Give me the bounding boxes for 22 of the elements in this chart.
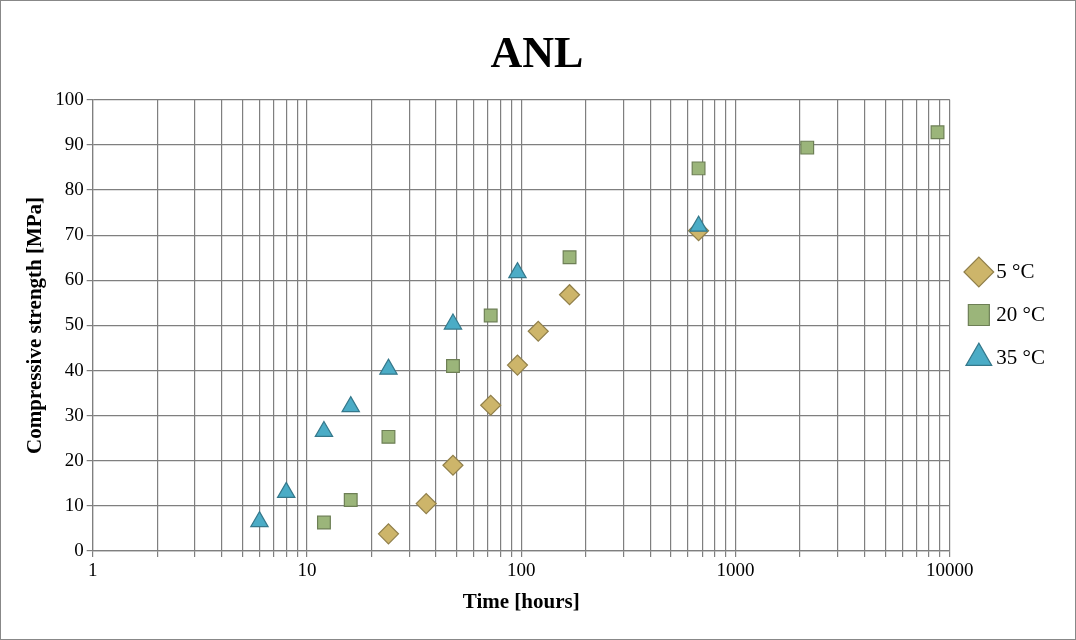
y-tick-label: 90	[64, 132, 84, 154]
y-tick-label: 30	[64, 403, 84, 425]
x-tick-label: 100	[507, 559, 536, 581]
y-axis-title: Compressive strength [MPa]	[22, 196, 47, 454]
x-tick-label: 1	[87, 559, 98, 581]
x-axis-title: Time [hours]	[462, 588, 580, 613]
y-tick-label: 10	[64, 493, 84, 515]
legend-label: 5 °C	[996, 258, 1035, 283]
y-tick-label: 0	[74, 538, 84, 560]
chart-title: ANL	[490, 27, 584, 77]
x-tick-label: 10000	[926, 559, 974, 581]
legend-label: 35 °C	[996, 344, 1045, 369]
legend-label: 20 °C	[996, 301, 1045, 326]
y-tick-label: 40	[64, 358, 84, 380]
x-tick-label: 1000	[716, 559, 755, 581]
y-tick-label: 50	[64, 313, 84, 335]
y-tick-label: 60	[64, 268, 84, 290]
y-tick-label: 70	[64, 223, 84, 245]
y-tick-label: 100	[55, 87, 84, 109]
x-tick-label: 10	[297, 559, 317, 581]
y-tick-label: 20	[64, 448, 84, 470]
y-tick-label: 80	[64, 178, 84, 200]
